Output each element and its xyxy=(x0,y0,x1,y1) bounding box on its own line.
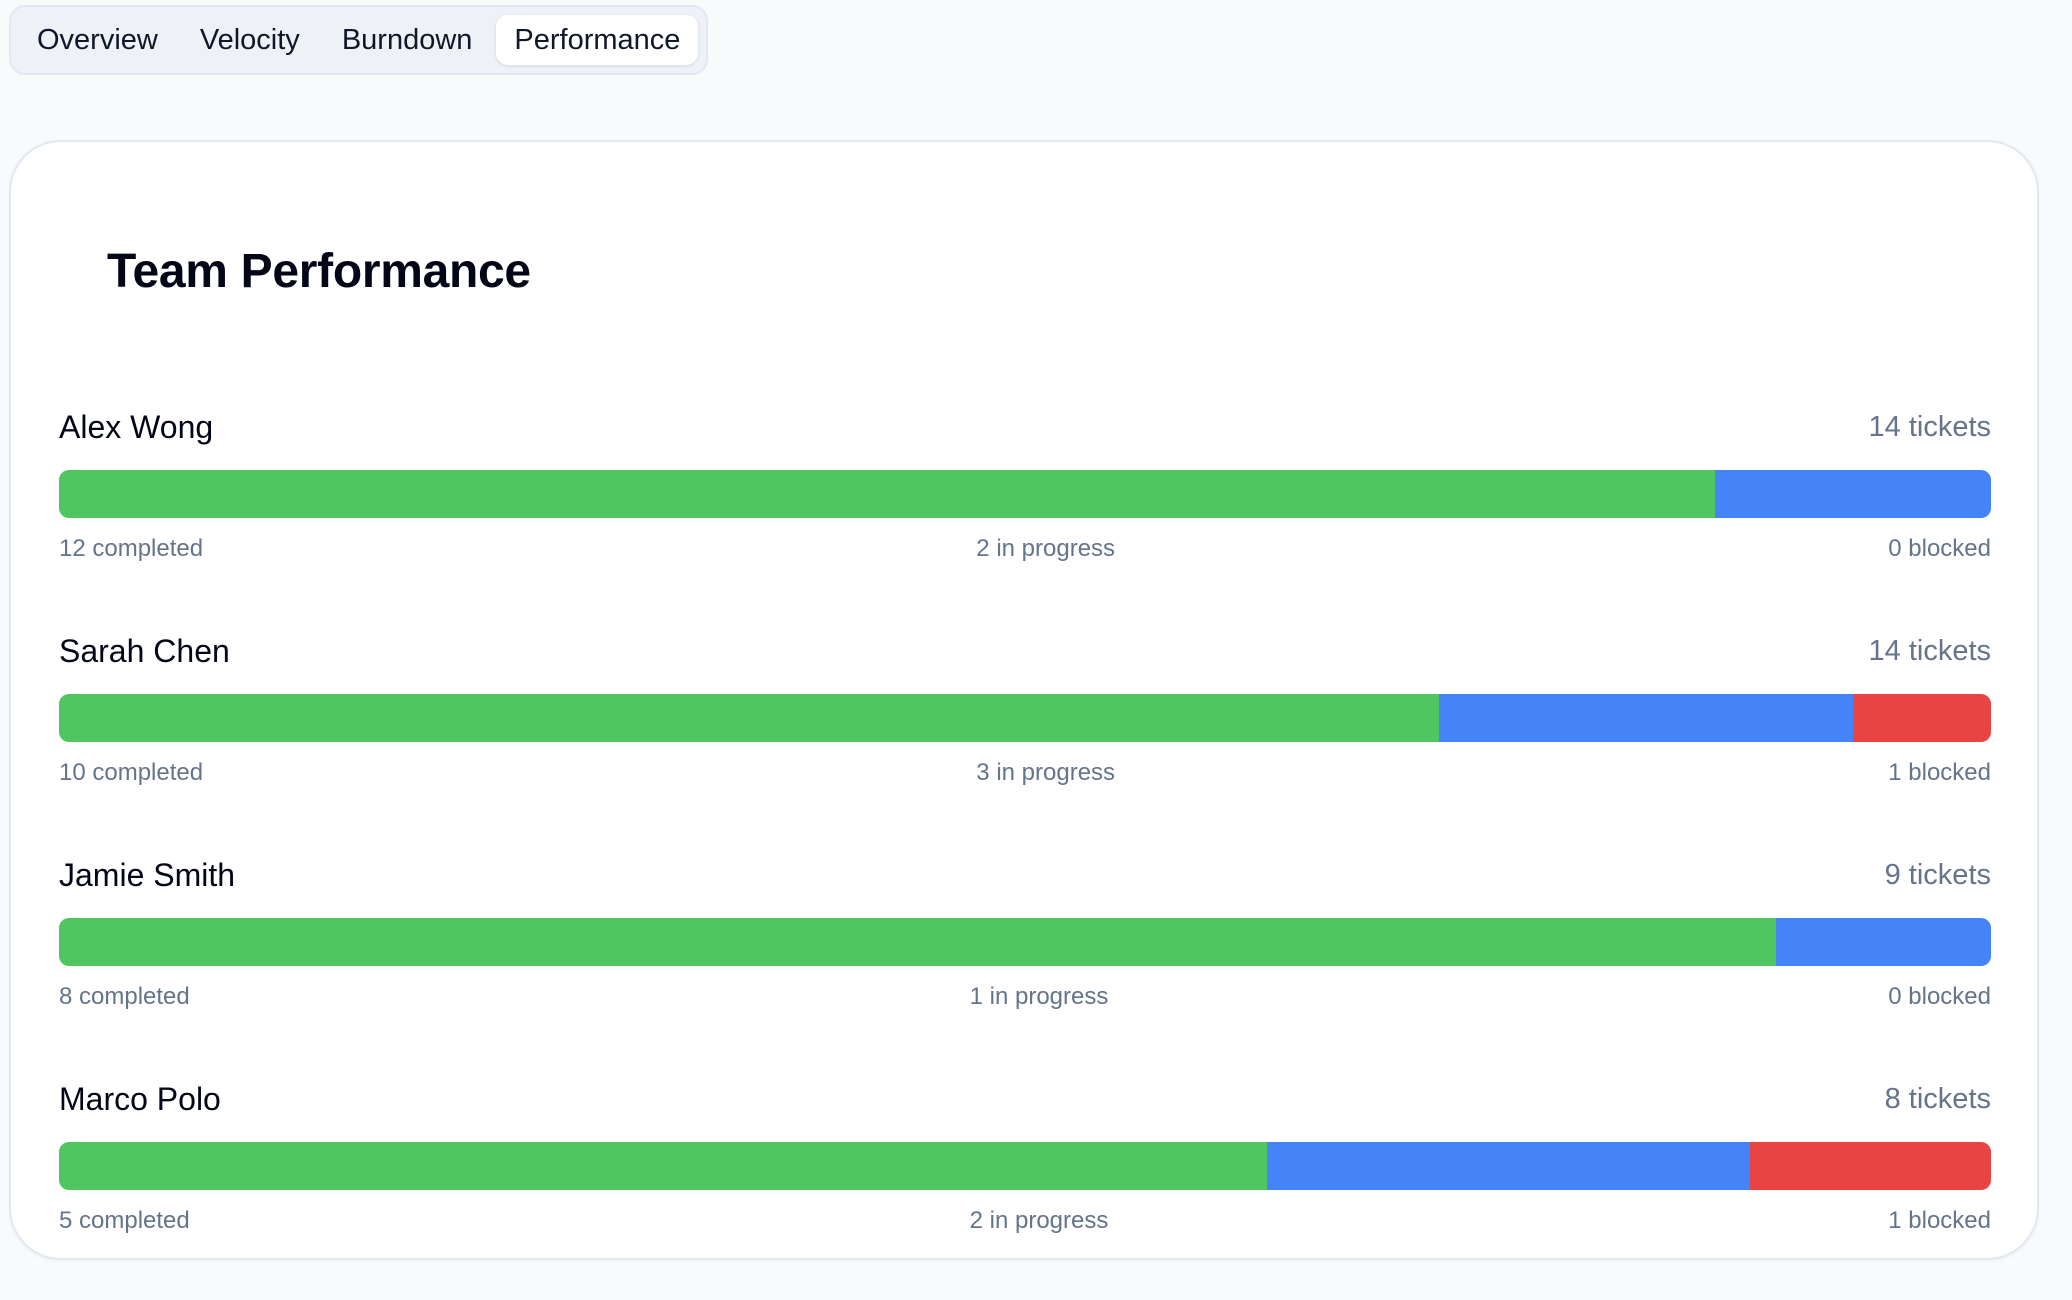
card-title: Team Performance xyxy=(107,245,531,298)
ticket-status-bar xyxy=(59,694,1991,742)
completed-segment xyxy=(59,918,1777,966)
member-row: Jamie Smith 9 tickets 8 completed 1 in p… xyxy=(59,852,1991,1076)
blocked-count: 1 blocked xyxy=(1888,759,1991,786)
member-ticket-total: 8 tickets xyxy=(1884,1082,1991,1115)
blocked-count: 1 blocked xyxy=(1888,1207,1991,1234)
tab-bar: Overview Velocity Burndown Performance xyxy=(9,5,709,75)
tab-velocity[interactable]: Velocity xyxy=(199,23,300,56)
team-performance-card: Team Performance Alex Wong 14 tickets 12… xyxy=(9,140,2039,1260)
tab-overview[interactable]: Overview xyxy=(37,23,158,56)
member-row: Alex Wong 14 tickets 12 completed 2 in p… xyxy=(59,404,1991,628)
ticket-status-bar xyxy=(59,918,1991,966)
in-progress-count: 2 in progress xyxy=(969,1207,1109,1234)
member-ticket-total: 14 tickets xyxy=(1868,410,1992,443)
completed-segment xyxy=(59,470,1715,518)
tab-burndown[interactable]: Burndown xyxy=(341,23,473,56)
member-ticket-total: 9 tickets xyxy=(1884,858,1991,891)
blocked-segment xyxy=(1749,1142,1991,1190)
member-header: Jamie Smith 9 tickets xyxy=(59,852,1991,898)
completed-count: 5 completed xyxy=(59,1207,190,1234)
completed-segment xyxy=(59,694,1439,742)
blocked-count: 0 blocked xyxy=(1888,983,1991,1010)
completed-count: 8 completed xyxy=(59,983,190,1010)
member-header: Marco Polo 8 tickets xyxy=(59,1076,1991,1122)
member-breakdown: 8 completed 1 in progress 0 blocked xyxy=(59,980,1991,1014)
member-name: Jamie Smith xyxy=(59,856,236,893)
member-breakdown: 10 completed 3 in progress 1 blocked xyxy=(59,756,1991,790)
member-row: Sarah Chen 14 tickets 10 completed 3 in … xyxy=(59,628,1991,852)
in-progress-segment xyxy=(1439,694,1853,742)
ticket-status-bar xyxy=(59,470,1991,518)
in-progress-segment xyxy=(1266,1142,1750,1190)
member-row: Marco Polo 8 tickets 5 completed 2 in pr… xyxy=(59,1076,1991,1300)
completed-count: 12 completed xyxy=(59,535,204,562)
in-progress-segment xyxy=(1715,470,1991,518)
member-name: Sarah Chen xyxy=(59,632,230,669)
in-progress-count: 1 in progress xyxy=(969,983,1109,1010)
in-progress-count: 2 in progress xyxy=(976,535,1116,562)
ticket-status-bar xyxy=(59,1142,1991,1190)
member-breakdown: 12 completed 2 in progress 0 blocked xyxy=(59,532,1991,566)
completed-count: 10 completed xyxy=(59,759,204,786)
member-header: Sarah Chen 14 tickets xyxy=(59,628,1991,674)
member-ticket-total: 14 tickets xyxy=(1868,634,1992,667)
in-progress-segment xyxy=(1776,918,1991,966)
member-list: Alex Wong 14 tickets 12 completed 2 in p… xyxy=(59,404,1991,1300)
member-breakdown: 5 completed 2 in progress 1 blocked xyxy=(59,1204,1991,1238)
tab-performance[interactable]: Performance xyxy=(496,15,699,65)
blocked-count: 0 blocked xyxy=(1888,535,1991,562)
member-header: Alex Wong 14 tickets xyxy=(59,404,1991,450)
completed-segment xyxy=(59,1142,1267,1190)
in-progress-count: 3 in progress xyxy=(976,759,1116,786)
member-name: Marco Polo xyxy=(59,1080,221,1117)
blocked-segment xyxy=(1853,694,1991,742)
member-name: Alex Wong xyxy=(59,408,214,445)
